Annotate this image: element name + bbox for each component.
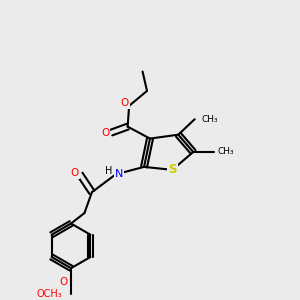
Text: CH₃: CH₃ <box>201 115 218 124</box>
Text: O: O <box>101 128 110 138</box>
Text: CH₃: CH₃ <box>217 148 234 157</box>
Text: S: S <box>168 164 177 176</box>
Text: O: O <box>59 277 68 286</box>
Text: O: O <box>70 168 79 178</box>
Text: H: H <box>105 166 112 176</box>
Text: N: N <box>115 169 124 179</box>
Text: OCH₃: OCH₃ <box>37 289 63 299</box>
Text: O: O <box>121 98 129 108</box>
